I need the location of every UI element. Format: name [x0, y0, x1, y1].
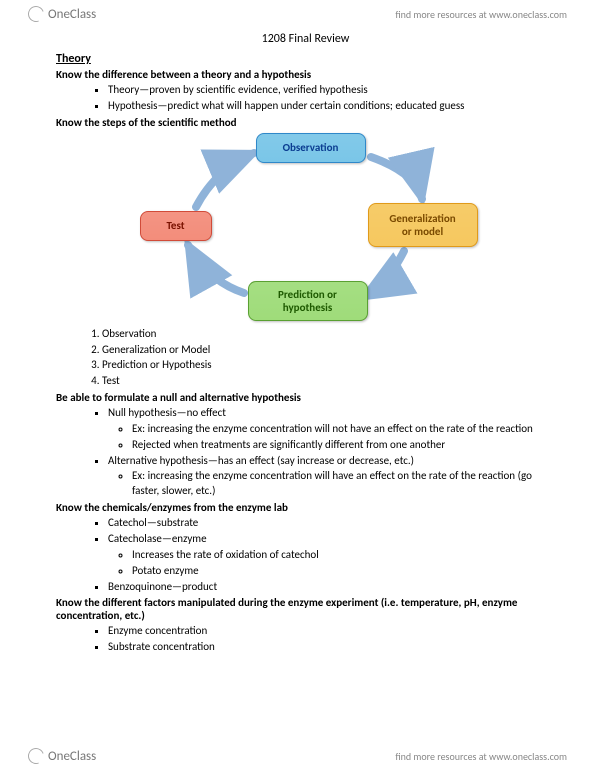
step-item: Prediction or Hypothesis	[102, 358, 555, 373]
chem-catechol: Catechol—substrate	[108, 516, 555, 531]
step-item: Observation	[102, 327, 555, 342]
doc-title: 1208 Final Review	[56, 32, 555, 46]
footer-logo-text: OneClass	[48, 749, 96, 764]
diagram-node-test: Test	[140, 211, 212, 241]
chem-catecholase-detail-2: Potato enzyme	[132, 564, 555, 579]
line-scientific-method-steps: Know the steps of the scientific method	[56, 116, 555, 129]
step-item: Test	[102, 374, 555, 389]
diagram-node-prediction: Prediction orhypothesis	[248, 281, 368, 321]
bullet-theory: Theory—proven by scientific evidence, ve…	[108, 83, 555, 98]
theory-heading: Theory	[56, 52, 555, 66]
bullet-alt-hypothesis: Alternative hypothesis—has an effect (sa…	[108, 454, 555, 500]
chem-catecholase: Catecholase—enzyme Increases the rate of…	[108, 532, 555, 579]
diagram-node-observation: Observation	[256, 133, 366, 163]
line-factors: Know the different factors manipulated d…	[56, 596, 555, 622]
diagram-arrow	[188, 245, 244, 293]
diagram-arrow	[364, 251, 404, 297]
factor-enzyme-concentration: Enzyme concentration	[108, 624, 555, 639]
footer-logo: OneClass	[28, 748, 96, 764]
chem-benzoquinone: Benzoquinone—product	[108, 580, 555, 595]
bullet-null-hypothesis: Null hypothesis—no effect Ex: increasing…	[108, 406, 555, 453]
steps-numbered-list: ObservationGeneralization or ModelPredic…	[56, 327, 555, 389]
line-null-alt: Be able to formulate a null and alternat…	[56, 391, 555, 404]
header-tagline: find more resources at www.oneclass.com	[395, 8, 567, 21]
diagram-arrow	[371, 157, 422, 199]
scientific-method-diagram: Observation Generalizationor modelPredict…	[136, 133, 476, 321]
bullet-hypothesis: Hypothesis—predict what will happen unde…	[108, 99, 555, 114]
factor-substrate-concentration: Substrate concentration	[108, 640, 555, 655]
line-chemicals: Know the chemicals/enzymes from the enzy…	[56, 501, 555, 514]
page-content: 1208 Final Review Theory Know the differ…	[56, 32, 555, 742]
header-logo: OneClass	[28, 6, 96, 22]
diagram-arrow	[196, 153, 254, 207]
chem-catecholase-detail-1: Increases the rate of oxidation of catec…	[132, 548, 555, 563]
header-logo-text: OneClass	[48, 7, 96, 22]
footer-tagline: find more resources at www.oneclass.com	[395, 750, 567, 763]
logo-swirl-icon	[25, 3, 46, 24]
diagram-node-generalization: Generalizationor model	[368, 203, 478, 247]
step-item: Generalization or Model	[102, 343, 555, 358]
line-theory-vs-hypothesis: Know the difference between a theory and…	[56, 68, 555, 81]
null-rejected: Rejected when treatments are significant…	[132, 438, 555, 453]
null-example: Ex: increasing the enzyme concentration …	[132, 422, 555, 437]
logo-swirl-icon	[25, 745, 46, 766]
alt-example: Ex: increasing the enzyme concentration …	[132, 469, 555, 499]
